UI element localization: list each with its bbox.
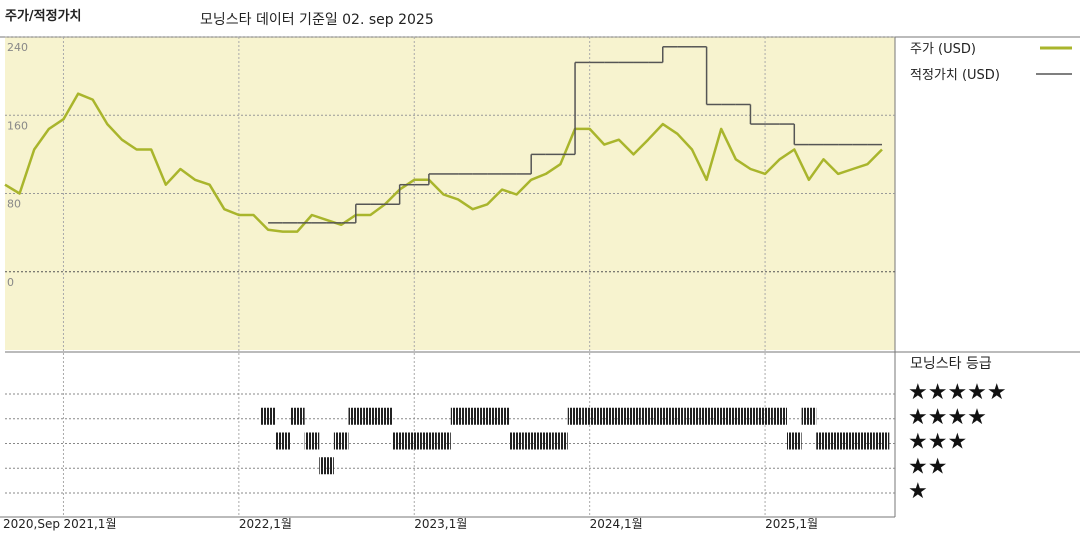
x-tick-label: 2023,1월: [414, 517, 467, 531]
price-line: [4, 92, 883, 233]
rating-mark: [421, 432, 437, 450]
y-tick-label: 240: [7, 41, 28, 54]
rating-mark: [436, 432, 451, 450]
y-tick-label: 0: [7, 276, 14, 289]
rating-mark: [319, 457, 334, 475]
rating-mark: [553, 432, 568, 450]
rating-mark: [830, 432, 846, 450]
rating-mark: [290, 407, 305, 425]
rating-mark: [772, 407, 787, 425]
x-tick-label: 2025,1월: [765, 517, 818, 531]
rating-mark: [494, 407, 510, 425]
rating-mark: [538, 432, 554, 450]
rating-mark: [450, 407, 466, 425]
rating-mark: [640, 407, 656, 425]
rating-mark: [523, 432, 539, 450]
rating-mark: [392, 432, 407, 450]
x-tick-label: 2021,1월: [63, 517, 116, 531]
rating-mark: [684, 407, 700, 425]
rating-mark: [874, 432, 890, 450]
rating-mark: [260, 407, 276, 425]
x-tick-label: 2020,Sep: [3, 517, 60, 531]
rating-mark: [801, 407, 817, 425]
rating-mark: [728, 407, 744, 425]
rating-mark: [786, 432, 802, 450]
rating-mark: [363, 407, 378, 425]
rating-mark: [377, 407, 393, 425]
rating-mark: [406, 432, 422, 450]
rating-mark: [333, 432, 349, 450]
chart-title: 주가/적정가치: [5, 8, 82, 24]
rating-mark: [626, 407, 641, 425]
rating-mark: [582, 407, 597, 425]
rating-mark: [275, 432, 291, 450]
rating-mark: [860, 432, 875, 450]
rating-level-label: ★: [908, 479, 928, 504]
rating-mark: [465, 407, 481, 425]
rating-mark: [596, 407, 612, 425]
rating-mark: [757, 407, 773, 425]
rating-mark: [480, 407, 495, 425]
x-tick-label: 2024,1월: [590, 517, 643, 531]
chart-subtitle: 모닝스타 데이터 기준일 02. sep 2025: [200, 12, 434, 28]
rating-mark: [509, 432, 524, 450]
rating-level-label: ★★★★★: [908, 380, 1007, 405]
rating-level-label: ★★★★: [908, 405, 987, 430]
rating-mark: [699, 407, 714, 425]
rating-mark: [611, 407, 627, 425]
rating-mark: [655, 407, 671, 425]
legend-label: 적정가치 (USD): [910, 68, 1000, 83]
rating-mark: [304, 432, 320, 450]
rating-level-label: ★★: [908, 454, 947, 479]
rating-title: 모닝스타 등급: [910, 356, 992, 372]
rating-mark: [670, 407, 685, 425]
x-tick-label: 2022,1월: [239, 517, 292, 531]
rating-mark: [743, 407, 758, 425]
rating-mark: [567, 407, 583, 425]
legend-label: 주가 (USD): [910, 42, 976, 57]
y-tick-label: 80: [7, 198, 21, 211]
rating-mark: [713, 407, 729, 425]
y-tick-label: 160: [7, 119, 28, 132]
rating-level-label: ★★★: [908, 430, 967, 455]
rating-mark: [845, 432, 861, 450]
rating-mark: [348, 407, 364, 425]
rating-mark: [816, 432, 831, 450]
